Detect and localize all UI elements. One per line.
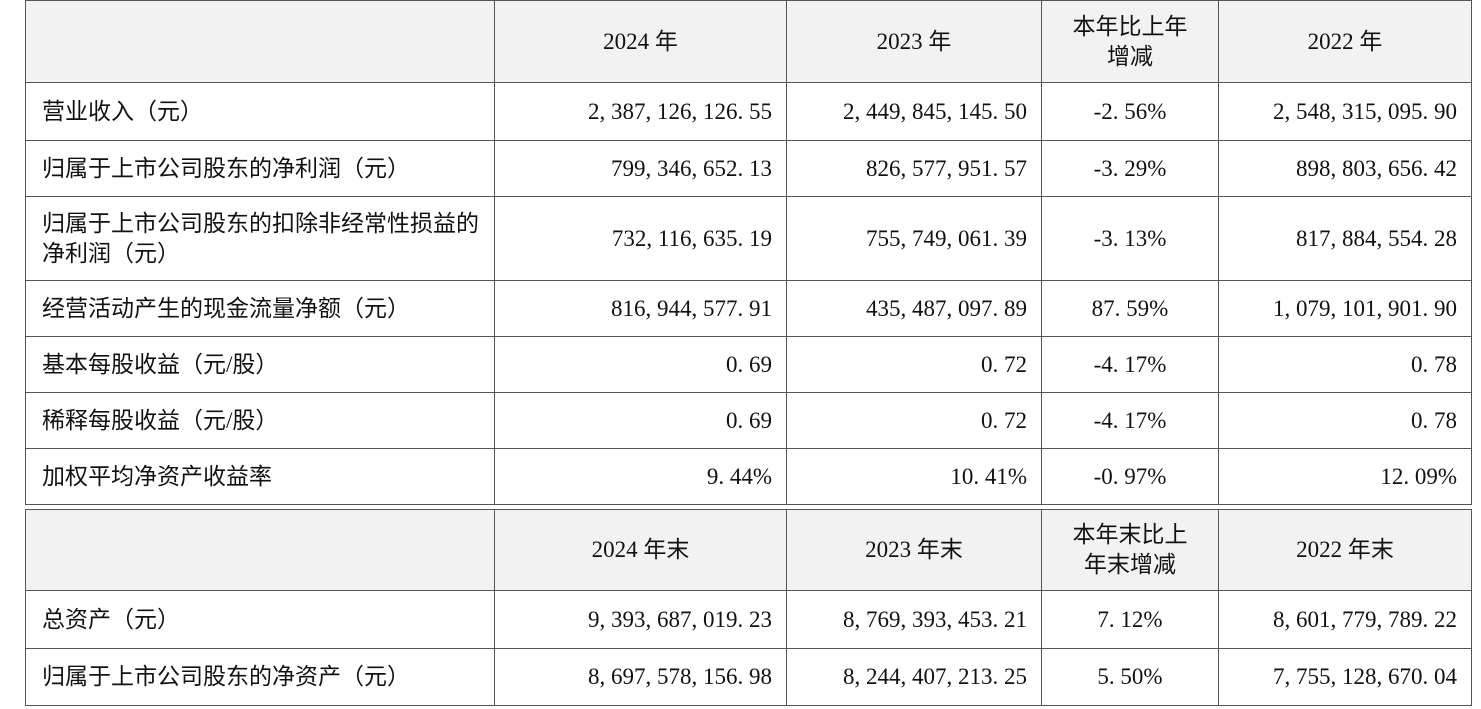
value-cell: 2, 387, 126, 126. 55	[494, 82, 787, 141]
value-cell: 755, 749, 061. 39	[786, 196, 1042, 281]
value-cell: -2. 56%	[1041, 82, 1219, 141]
row-label: 归属于上市公司股东的净利润（元）	[25, 140, 495, 197]
value-cell: 9. 44%	[494, 448, 787, 505]
row-label: 总资产（元）	[25, 590, 495, 649]
header-cell: 本年末比上年末增减	[1041, 509, 1219, 591]
data-row: 归属于上市公司股东的净资产（元） 8, 697, 578, 156. 98 8, 2…	[25, 648, 1472, 706]
header-text: 2024 年末	[591, 537, 690, 562]
row-label: 营业收入（元）	[25, 82, 495, 141]
value-cell: 0. 78	[1218, 392, 1472, 449]
value-cell: 1, 079, 101, 901. 90	[1218, 280, 1472, 337]
value-cell: -0. 97%	[1041, 448, 1219, 505]
value-cell: 816, 944, 577. 91	[494, 280, 787, 337]
header-cell	[25, 0, 495, 83]
value-cell: 8, 244, 407, 213. 25	[786, 648, 1042, 706]
header-row: 2024 年末 2023 年末 本年末比上年末增减 2022 年末	[25, 509, 1472, 591]
value-cell: 12. 09%	[1218, 448, 1472, 505]
header-cell	[25, 509, 495, 591]
value-cell: 87. 59%	[1041, 280, 1219, 337]
header-cell: 2023 年末	[786, 509, 1042, 591]
value-cell: 2, 548, 315, 095. 90	[1218, 82, 1472, 141]
header-text: 本年比上年增减	[1072, 13, 1188, 69]
value-cell: 0. 69	[494, 392, 787, 449]
value-cell: 9, 393, 687, 019. 23	[494, 590, 787, 649]
row-label: 归属于上市公司股东的净资产（元）	[25, 648, 495, 706]
data-row: 基本每股收益（元/股） 0. 69 0. 72 -4. 17% 0. 78	[25, 336, 1472, 393]
header-text: 本年末比上年末增减	[1072, 522, 1188, 577]
row-label: 稀释每股收益（元/股）	[25, 392, 495, 449]
header-text: 2022 年	[1307, 28, 1383, 54]
header-text: 2023 年末	[865, 537, 963, 562]
value-cell: -3. 29%	[1041, 140, 1219, 197]
value-cell: 7. 12%	[1041, 590, 1219, 649]
row-label: 归属于上市公司股东的扣除非经常性损益的净利润（元）	[25, 196, 495, 281]
value-cell: 0. 72	[786, 336, 1042, 393]
value-cell: -4. 17%	[1041, 336, 1219, 393]
value-cell: 5. 50%	[1041, 648, 1219, 706]
header-cell: 2024 年末	[494, 509, 787, 591]
value-cell: 435, 487, 097. 89	[786, 280, 1042, 337]
value-cell: 8, 601, 779, 789. 22	[1218, 590, 1472, 649]
header-cell: 2023 年	[786, 0, 1042, 83]
data-row: 归属于上市公司股东的扣除非经常性损益的净利润（元） 732, 116, 635. …	[25, 196, 1472, 281]
header-cell: 2024 年	[494, 0, 787, 83]
header-text: 2023 年	[876, 28, 952, 54]
value-cell: 0. 69	[494, 336, 787, 393]
row-label: 加权平均净资产收益率	[25, 448, 495, 505]
row-label: 经营活动产生的现金流量净额（元）	[25, 280, 495, 337]
data-row: 归属于上市公司股东的净利润（元） 799, 346, 652. 13 826, 57…	[25, 140, 1472, 197]
table-period-end: 2024 年末 2023 年末 本年末比上年末增减 2022 年末总资产（元） 9, 3…	[25, 509, 1472, 706]
data-row: 经营活动产生的现金流量净额（元） 816, 944, 577. 91 435, 48…	[25, 280, 1472, 337]
data-row: 总资产（元） 9, 393, 687, 019. 23 8, 769, 393, 4…	[25, 590, 1472, 649]
header-cell: 2022 年	[1218, 0, 1472, 83]
value-cell: 2, 449, 845, 145. 50	[786, 82, 1042, 141]
value-cell: 732, 116, 635. 19	[494, 196, 787, 281]
table-current-period: 2024 年 2023 年 本年比上年增减 2022 年营业收入（元） 2, 387, …	[25, 0, 1472, 505]
header-cell: 2022 年末	[1218, 509, 1472, 591]
value-cell: 898, 803, 656. 42	[1218, 140, 1472, 197]
header-row: 2024 年 2023 年 本年比上年增减 2022 年	[25, 0, 1472, 83]
header-text: 2024 年	[603, 28, 678, 54]
value-cell: 7, 755, 128, 670. 04	[1218, 648, 1472, 706]
data-row: 营业收入（元） 2, 387, 126, 126. 55 2, 449, 845, …	[25, 82, 1472, 141]
header-text: 2022 年末	[1296, 537, 1394, 562]
value-cell: 8, 697, 578, 156. 98	[494, 648, 787, 706]
value-cell: 0. 78	[1218, 336, 1472, 393]
value-cell: 10. 41%	[786, 448, 1042, 505]
data-row: 稀释每股收益（元/股） 0. 69 0. 72 -4. 17% 0. 78	[25, 392, 1472, 449]
data-row: 加权平均净资产收益率 9. 44% 10. 41% -0. 97% 12. 09%	[25, 448, 1472, 505]
header-cell: 本年比上年增减	[1041, 0, 1219, 83]
value-cell: 817, 884, 554. 28	[1218, 196, 1472, 281]
value-cell: -4. 17%	[1041, 392, 1219, 449]
value-cell: 799, 346, 652. 13	[494, 140, 787, 197]
value-cell: -3. 13%	[1041, 196, 1219, 281]
value-cell: 8, 769, 393, 453. 21	[786, 590, 1042, 649]
value-cell: 826, 577, 951. 57	[786, 140, 1042, 197]
value-cell: 0. 72	[786, 392, 1042, 449]
row-label: 基本每股收益（元/股）	[25, 336, 495, 393]
